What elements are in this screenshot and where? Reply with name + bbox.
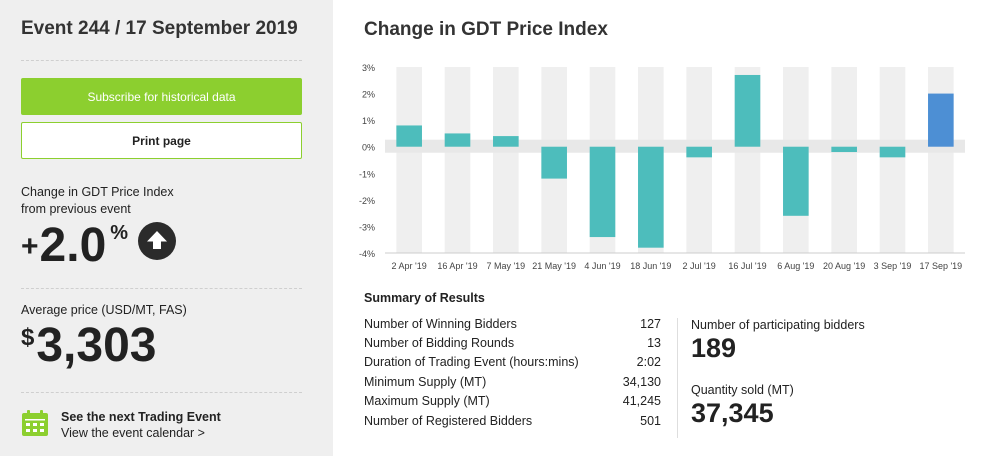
arrow-up-icon — [138, 222, 176, 260]
index-change-value: + 2.0 % — [21, 222, 128, 272]
summary-row-value: 34,130 — [622, 375, 661, 389]
subscribe-button[interactable]: Subscribe for historical data — [21, 78, 302, 115]
average-price-label: Average price (USD/MT, FAS) — [21, 303, 187, 317]
chart-band — [444, 67, 471, 253]
print-button[interactable]: Print page — [21, 122, 302, 159]
price-index-bar-chart: 3% 2% 1% 0% -1% -2% -3% -4% 2 Apr '19 16 Apr '19 7… — [359, 63, 965, 271]
calendar-icon[interactable] — [21, 409, 49, 437]
y-tick-label: 2% — [362, 90, 375, 100]
participating-bidders-label: Number of participating bidders — [691, 318, 865, 332]
chart-bar — [638, 146, 664, 248]
chart-band — [396, 67, 422, 253]
chart-bar — [734, 74, 761, 147]
y-tick-label: 1% — [362, 116, 375, 126]
quantity-sold-value: 37,345 — [691, 398, 774, 428]
index-change-label: Change in GDT Price Index from previous … — [21, 184, 221, 218]
currency-symbol: $ — [21, 324, 35, 351]
summary-row: Duration of Trading Event (hours:mins) 2:… — [364, 355, 661, 371]
x-tick-label: 17 Sep '19 — [919, 261, 962, 271]
summary-title: Summary of Results — [364, 291, 485, 305]
y-tick-label: 3% — [362, 63, 375, 73]
chart-band — [879, 67, 906, 253]
x-tick-label: 6 Aug '19 — [777, 261, 814, 271]
y-tick-label: -2% — [359, 196, 375, 206]
event-sidebar: Event 244 / 17 September 2019 Subscribe … — [0, 0, 333, 456]
chart-bar — [783, 146, 809, 216]
average-price-number: 3,303 — [36, 319, 157, 372]
event-calendar-link[interactable]: View the event calendar > — [61, 426, 205, 440]
average-price-value: $ 3,303 — [21, 320, 156, 372]
divider — [21, 392, 302, 393]
chart-bar — [686, 146, 712, 158]
summary-row-label: Duration of Trading Event (hours:mins) — [364, 355, 579, 369]
y-tick-label: -3% — [359, 222, 375, 232]
x-tick-label: 20 Aug '19 — [823, 261, 865, 271]
chart-title: Change in GDT Price Index — [364, 19, 608, 40]
summary-row: Minimum Supply (MT) 34,130 — [364, 375, 661, 391]
summary-row: Number of Registered Bidders 501 — [364, 414, 661, 430]
x-tick-label: 3 Sep '19 — [874, 261, 912, 271]
chart-bar — [831, 146, 857, 153]
x-tick-label: 7 May '19 — [486, 261, 525, 271]
chart-bar — [589, 146, 616, 238]
divider — [21, 288, 302, 289]
summary-row-label: Number of Registered Bidders — [364, 414, 533, 428]
chart-band — [831, 67, 857, 253]
summary-row-value: 127 — [640, 317, 661, 331]
summary-row: Number of Winning Bidders 127 — [364, 317, 661, 333]
summary-row-value: 13 — [647, 336, 661, 350]
chart-band — [493, 67, 519, 253]
x-tick-label: 16 Apr '19 — [437, 261, 477, 271]
summary-row-value: 41,245 — [622, 394, 661, 408]
chart-bar — [493, 136, 519, 147]
index-change-number: 2.0 — [39, 219, 107, 272]
y-tick-label: 0% — [362, 143, 375, 153]
summary-row: Maximum Supply (MT) 41,245 — [364, 394, 661, 410]
participating-bidders-value: 189 — [691, 333, 737, 363]
summary-row: Number of Bidding Rounds 13 — [364, 336, 661, 352]
summary-row-value: 501 — [640, 414, 661, 428]
chart-bar — [541, 146, 567, 179]
x-tick-label: 18 Jun '19 — [630, 261, 671, 271]
summary-row-label: Minimum Supply (MT) — [364, 375, 487, 389]
index-change-label-line2: from previous event — [21, 202, 131, 216]
chart-bar — [396, 125, 422, 147]
y-tick-label: -1% — [359, 169, 375, 179]
divider — [21, 60, 302, 61]
summary-row-value: 2:02 — [636, 355, 661, 369]
y-tick-label: -4% — [359, 249, 375, 259]
zero-band — [385, 139, 965, 153]
x-tick-label: 16 Jul '19 — [728, 261, 766, 271]
index-change-unit: % — [110, 222, 129, 244]
summary-row-label: Number of Winning Bidders — [364, 317, 517, 331]
x-tick-label: 2 Apr '19 — [392, 261, 427, 271]
index-change-label-line1: Change in GDT Price Index — [21, 185, 174, 199]
x-tick-label: 4 Jun '19 — [584, 261, 620, 271]
next-event-title: See the next Trading Event — [61, 410, 221, 424]
chart-bar — [928, 93, 954, 147]
chart-band — [686, 67, 712, 253]
chart-bar — [879, 146, 906, 158]
chart-bar — [444, 133, 471, 147]
index-change-sign: + — [21, 230, 39, 263]
x-tick-label: 21 May '19 — [532, 261, 576, 271]
summary-divider — [677, 318, 678, 438]
summary-row-label: Maximum Supply (MT) — [364, 394, 490, 408]
quantity-sold-label: Quantity sold (MT) — [691, 383, 794, 397]
summary-row-label: Number of Bidding Rounds — [364, 336, 515, 350]
x-tick-label: 2 Jul '19 — [683, 261, 716, 271]
event-title: Event 244 / 17 September 2019 — [21, 18, 298, 39]
